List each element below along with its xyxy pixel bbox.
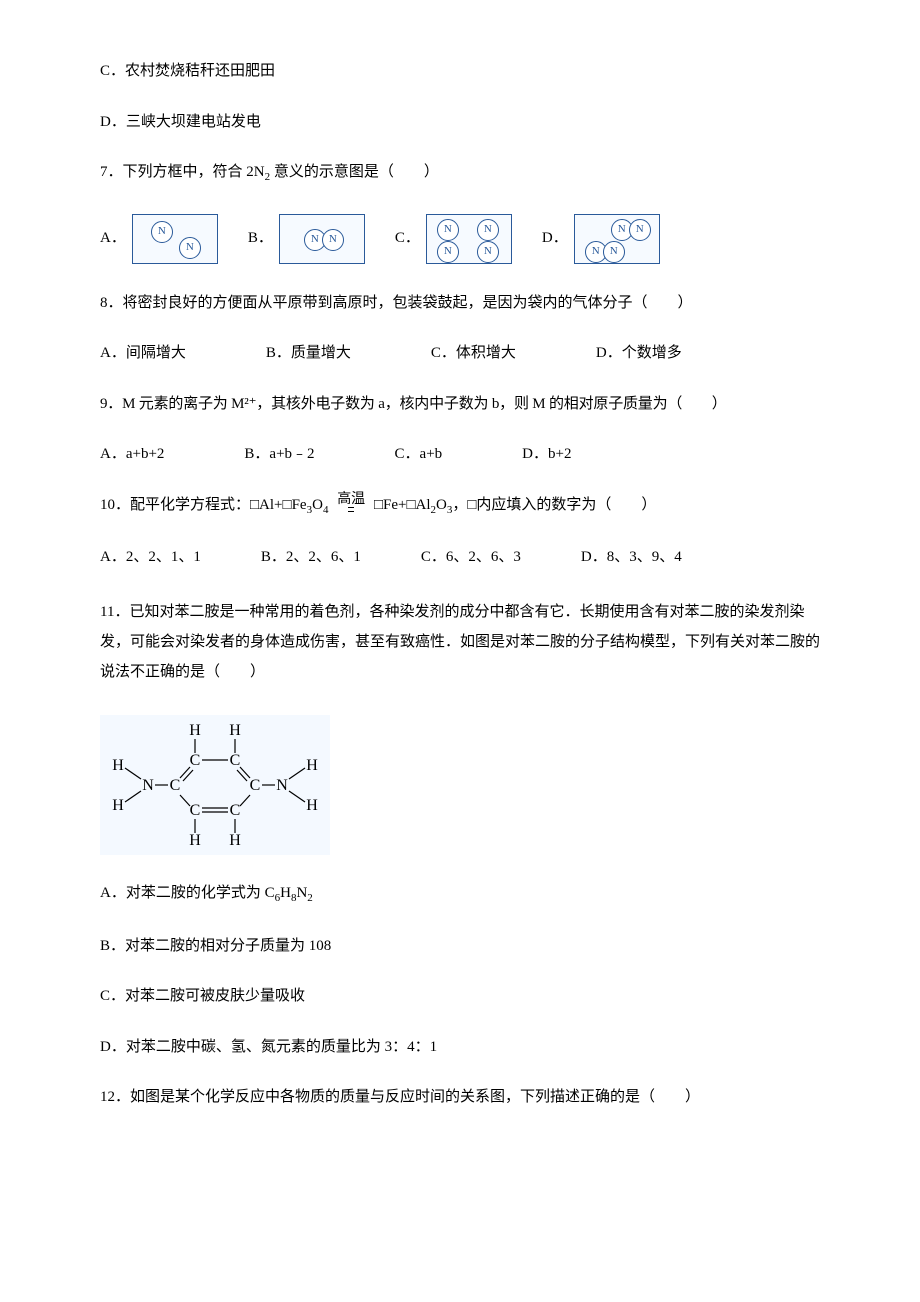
q7-label-b: B． xyxy=(248,227,273,250)
atom-n-icon: N xyxy=(477,241,499,263)
q10-options: A．2、2、1、1 B．2、2、6、1 C．6、2、6、3 D．8、3、9、4 xyxy=(100,546,820,569)
arrow-condition: 高温 xyxy=(334,493,368,507)
q8-option-c[interactable]: C．体积增大 xyxy=(431,342,516,365)
q11-option-d[interactable]: D．对苯二胺中碳、氢、氮元素的质量比为 3：4：1 xyxy=(100,1036,820,1059)
q10-pre: 10．配平化学方程式：□Al+□Fe xyxy=(100,497,307,513)
q6-option-d: D．三峡大坝建电站发电 xyxy=(100,111,820,134)
q7-box-d: N N N N xyxy=(574,214,660,264)
atom-h-icon: H xyxy=(306,797,318,814)
q9-options: A．a+b+2 B．a+b﹣2 C．a+b D．b+2 xyxy=(100,443,820,466)
q7-option-c[interactable]: C． N N N N xyxy=(395,214,512,264)
q10-tail: ，□内应填入的数字为（ ） xyxy=(452,497,656,513)
q11-option-a[interactable]: A．对苯二胺的化学式为 C6H8N2 xyxy=(100,882,820,907)
q10-option-b[interactable]: B．2、2、6、1 xyxy=(261,546,361,569)
q10-option-a[interactable]: A．2、2、1、1 xyxy=(100,546,201,569)
q8-stem: 8．将密封良好的方便面从平原带到高原时，包装袋鼓起，是因为袋内的气体分子（ ） xyxy=(100,292,820,315)
atom-n-icon: N xyxy=(437,219,459,241)
q6-option-c: C．农村焚烧秸秆还田肥田 xyxy=(100,60,820,83)
q10-post1: □Fe+□Al xyxy=(374,497,431,513)
q7-box-a: N N xyxy=(132,214,218,264)
q9-option-d[interactable]: D．b+2 xyxy=(522,443,571,466)
q8-option-a[interactable]: A．间隔增大 xyxy=(100,342,186,365)
atom-c-icon: C xyxy=(170,777,181,794)
q9-option-c[interactable]: C．a+b xyxy=(395,443,443,466)
atom-h-icon: H xyxy=(189,832,201,849)
q11-a-mid: H xyxy=(280,885,291,901)
q7-label-a: A． xyxy=(100,227,126,250)
q9-option-a[interactable]: A．a+b+2 xyxy=(100,443,164,466)
atom-n-icon: N xyxy=(477,219,499,241)
q7-label-c: C． xyxy=(395,227,420,250)
atom-c-icon: C xyxy=(230,752,241,769)
q10-option-c[interactable]: C．6、2、6、3 xyxy=(421,546,521,569)
atom-n-icon: N xyxy=(179,237,201,259)
atom-c-icon: C xyxy=(250,777,261,794)
q7-option-b[interactable]: B． N N xyxy=(248,214,365,264)
q11-molecule-diagram: C C C C C C H H H H N N H H H H xyxy=(100,715,820,863)
atom-c-icon: C xyxy=(190,802,201,819)
q9-stem: 9．M 元素的离子为 M²⁺，其核外电子数为 a，核内中子数为 b，则 M 的相… xyxy=(100,393,820,416)
atom-n-icon: N xyxy=(603,241,625,263)
atom-h-icon: H xyxy=(306,757,318,774)
q11-option-b[interactable]: B．对苯二胺的相对分子质量为 108 xyxy=(100,935,820,958)
atom-h-icon: H xyxy=(112,797,124,814)
q7-box-b: N N xyxy=(279,214,365,264)
atom-n-icon: N xyxy=(151,221,173,243)
q12-stem: 12．如图是某个化学反应中各物质的质量与反应时间的关系图，下列描述正确的是（ ） xyxy=(100,1086,820,1109)
atom-n-icon: N xyxy=(322,229,344,251)
q11-a-end: N xyxy=(296,885,307,901)
q11-option-c[interactable]: C．对苯二胺可被皮肤少量吸收 xyxy=(100,985,820,1008)
q10-post2: O xyxy=(436,497,447,513)
q7-stem-post: 意义的示意图是（ ） xyxy=(270,164,439,180)
atom-n-icon: N xyxy=(437,241,459,263)
atom-c-icon: C xyxy=(190,752,201,769)
q7-stem-pre: 7．下列方框中，符合 2N xyxy=(100,164,265,180)
atom-n-icon: N xyxy=(276,777,288,794)
q7-box-c: N N N N xyxy=(426,214,512,264)
q8-options: A．间隔增大 B．质量增大 C．体积增大 D．个数增多 xyxy=(100,342,820,365)
q7-option-d[interactable]: D． N N N N xyxy=(542,214,660,264)
q10-stem: 10．配平化学方程式：□Al+□Fe3O4 高温 □Fe+□Al2O3，□内应填… xyxy=(100,494,820,519)
reaction-arrow-icon: 高温 xyxy=(334,493,368,513)
q7-label-d: D． xyxy=(542,227,568,250)
atom-h-icon: H xyxy=(112,757,124,774)
atom-n-icon: N xyxy=(629,219,651,241)
q11-a-pre: A．对苯二胺的化学式为 C xyxy=(100,885,275,901)
q7-options-row: A． N N B． N N C． N N N N D． N N N N xyxy=(100,214,820,264)
atom-h-icon: H xyxy=(189,722,201,739)
q9-option-b[interactable]: B．a+b﹣2 xyxy=(244,443,314,466)
atom-h-icon: H xyxy=(229,722,241,739)
q7-option-a[interactable]: A． N N xyxy=(100,214,218,264)
q11-stem: 11．已知对苯二胺是一种常用的着色剂，各种染发剂的成分中都含有它．长期使用含有对… xyxy=(100,597,820,687)
atom-h-icon: H xyxy=(229,832,241,849)
atom-c-icon: C xyxy=(230,802,241,819)
q10-mid1: O xyxy=(312,497,323,513)
atom-n-icon: N xyxy=(142,777,154,794)
q8-option-b[interactable]: B．质量增大 xyxy=(266,342,351,365)
q10-option-d[interactable]: D．8、3、9、4 xyxy=(581,546,682,569)
q8-option-d[interactable]: D．个数增多 xyxy=(596,342,682,365)
q7-stem: 7．下列方框中，符合 2N2 意义的示意图是（ ） xyxy=(100,161,820,186)
